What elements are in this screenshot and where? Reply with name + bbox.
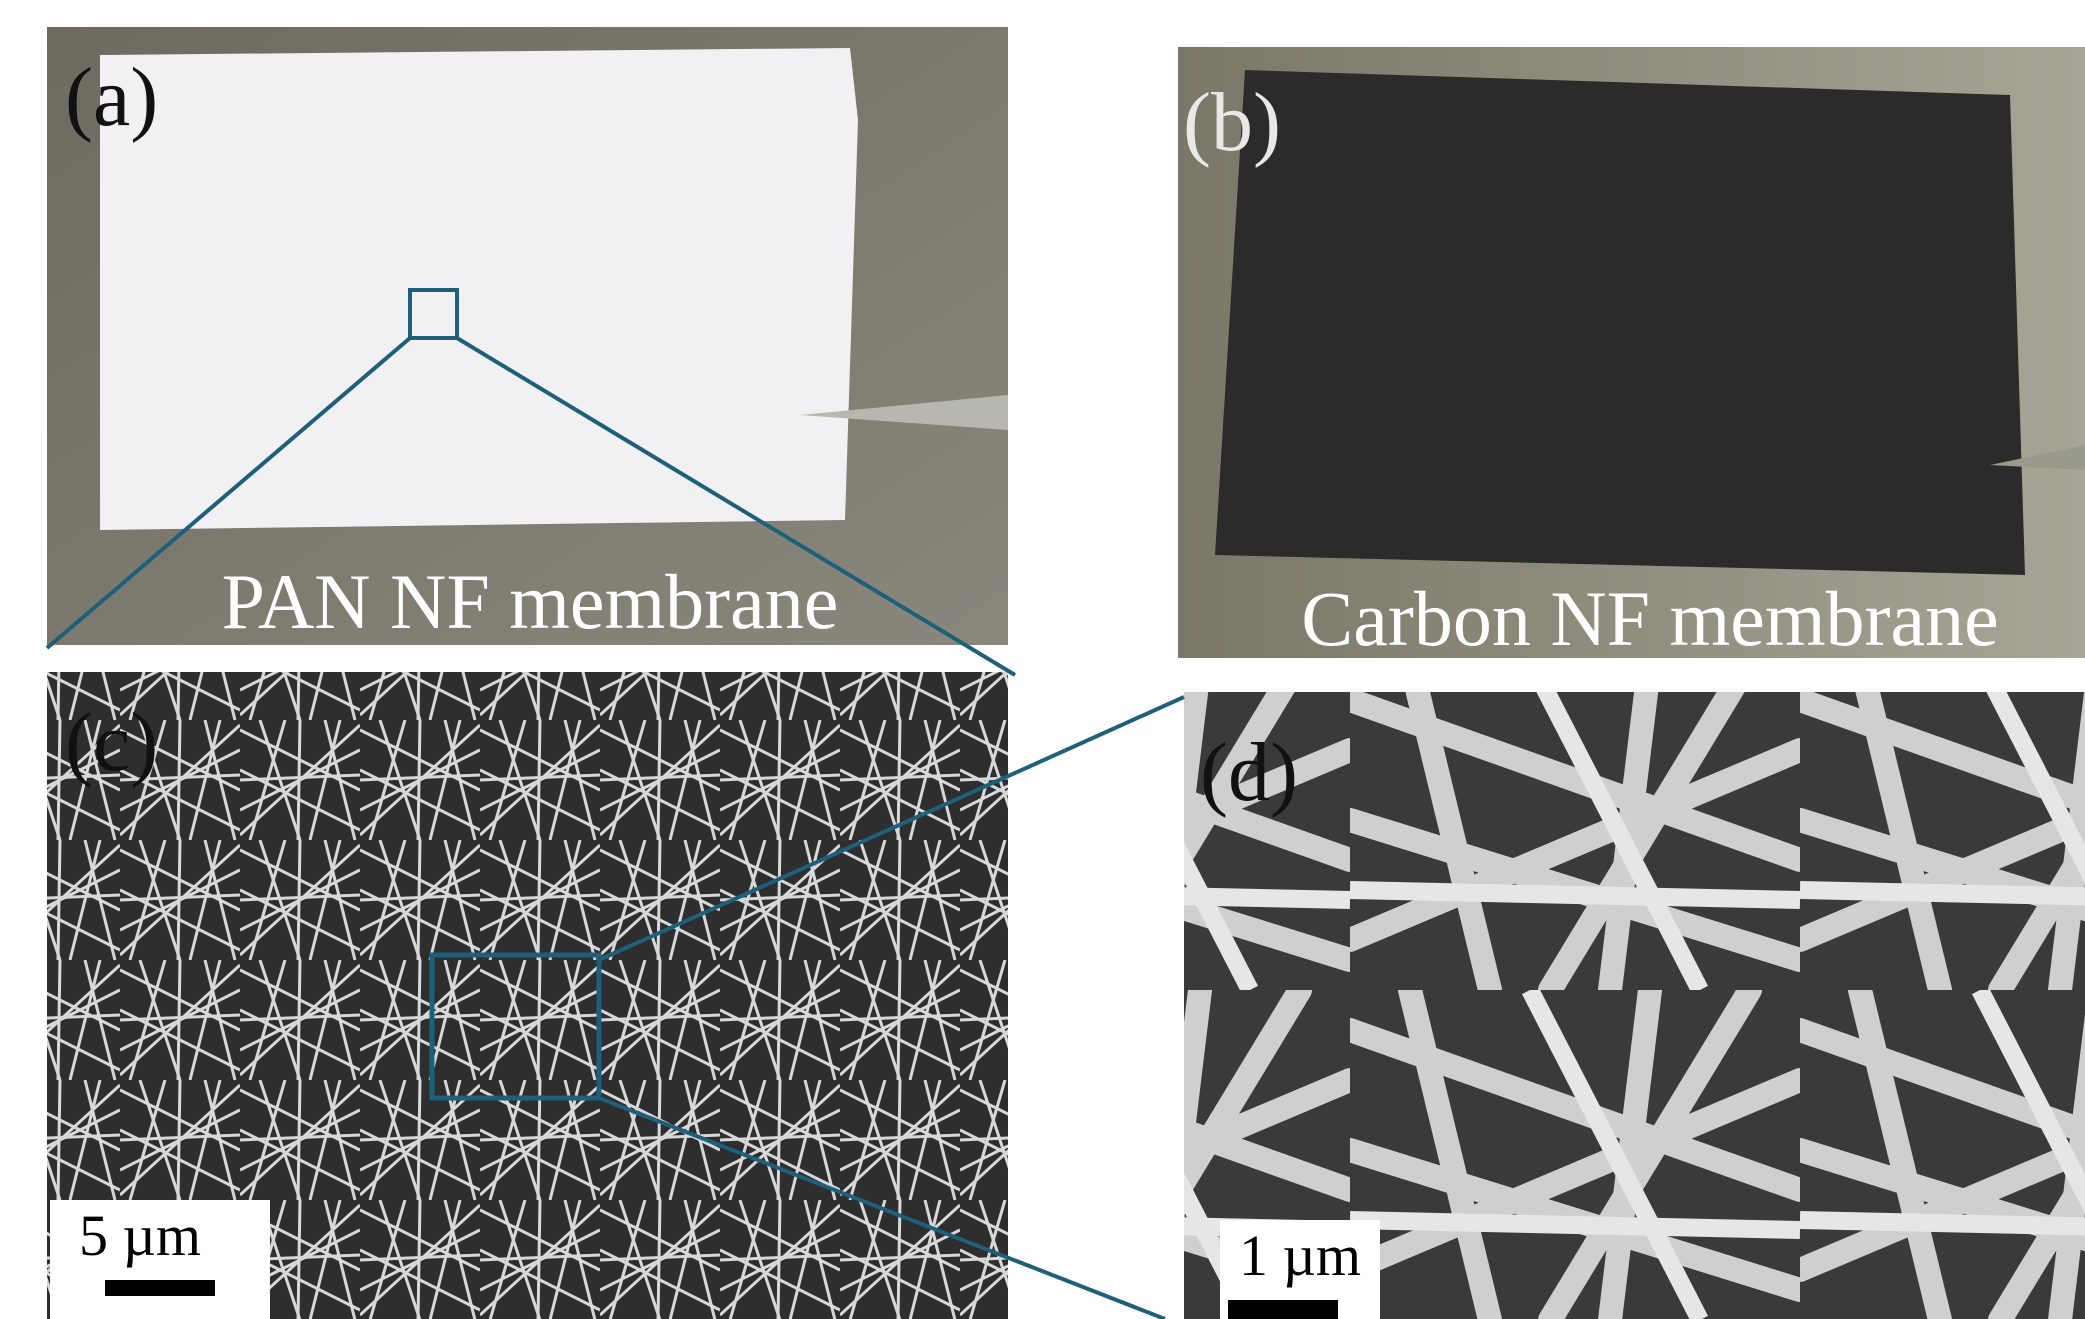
tweezers <box>800 395 1008 430</box>
zoom-lines <box>45 336 1185 1319</box>
panel-label: (d) <box>1200 726 1298 819</box>
zoom-box <box>408 288 459 340</box>
panel-label: (a) <box>65 51 158 144</box>
scale-bar-label: 1 µm <box>1239 1223 1361 1288</box>
panel-label: (b) <box>1183 76 1281 169</box>
caption: PAN NF membrane <box>222 558 839 645</box>
scale-bar <box>1228 1300 1338 1319</box>
pan-membrane <box>100 48 858 530</box>
sem-d <box>1184 692 2085 1319</box>
tweezers <box>1990 445 2085 470</box>
zoom-box <box>429 952 602 1101</box>
scale-bar-bg <box>50 1200 270 1319</box>
scale-bar <box>105 1280 215 1296</box>
scale-bar-label: 5 µm <box>79 1203 201 1268</box>
carbon-membrane <box>1215 70 2025 575</box>
panel-label: (c) <box>65 696 158 789</box>
caption: Carbon NF membrane <box>1301 575 1999 662</box>
